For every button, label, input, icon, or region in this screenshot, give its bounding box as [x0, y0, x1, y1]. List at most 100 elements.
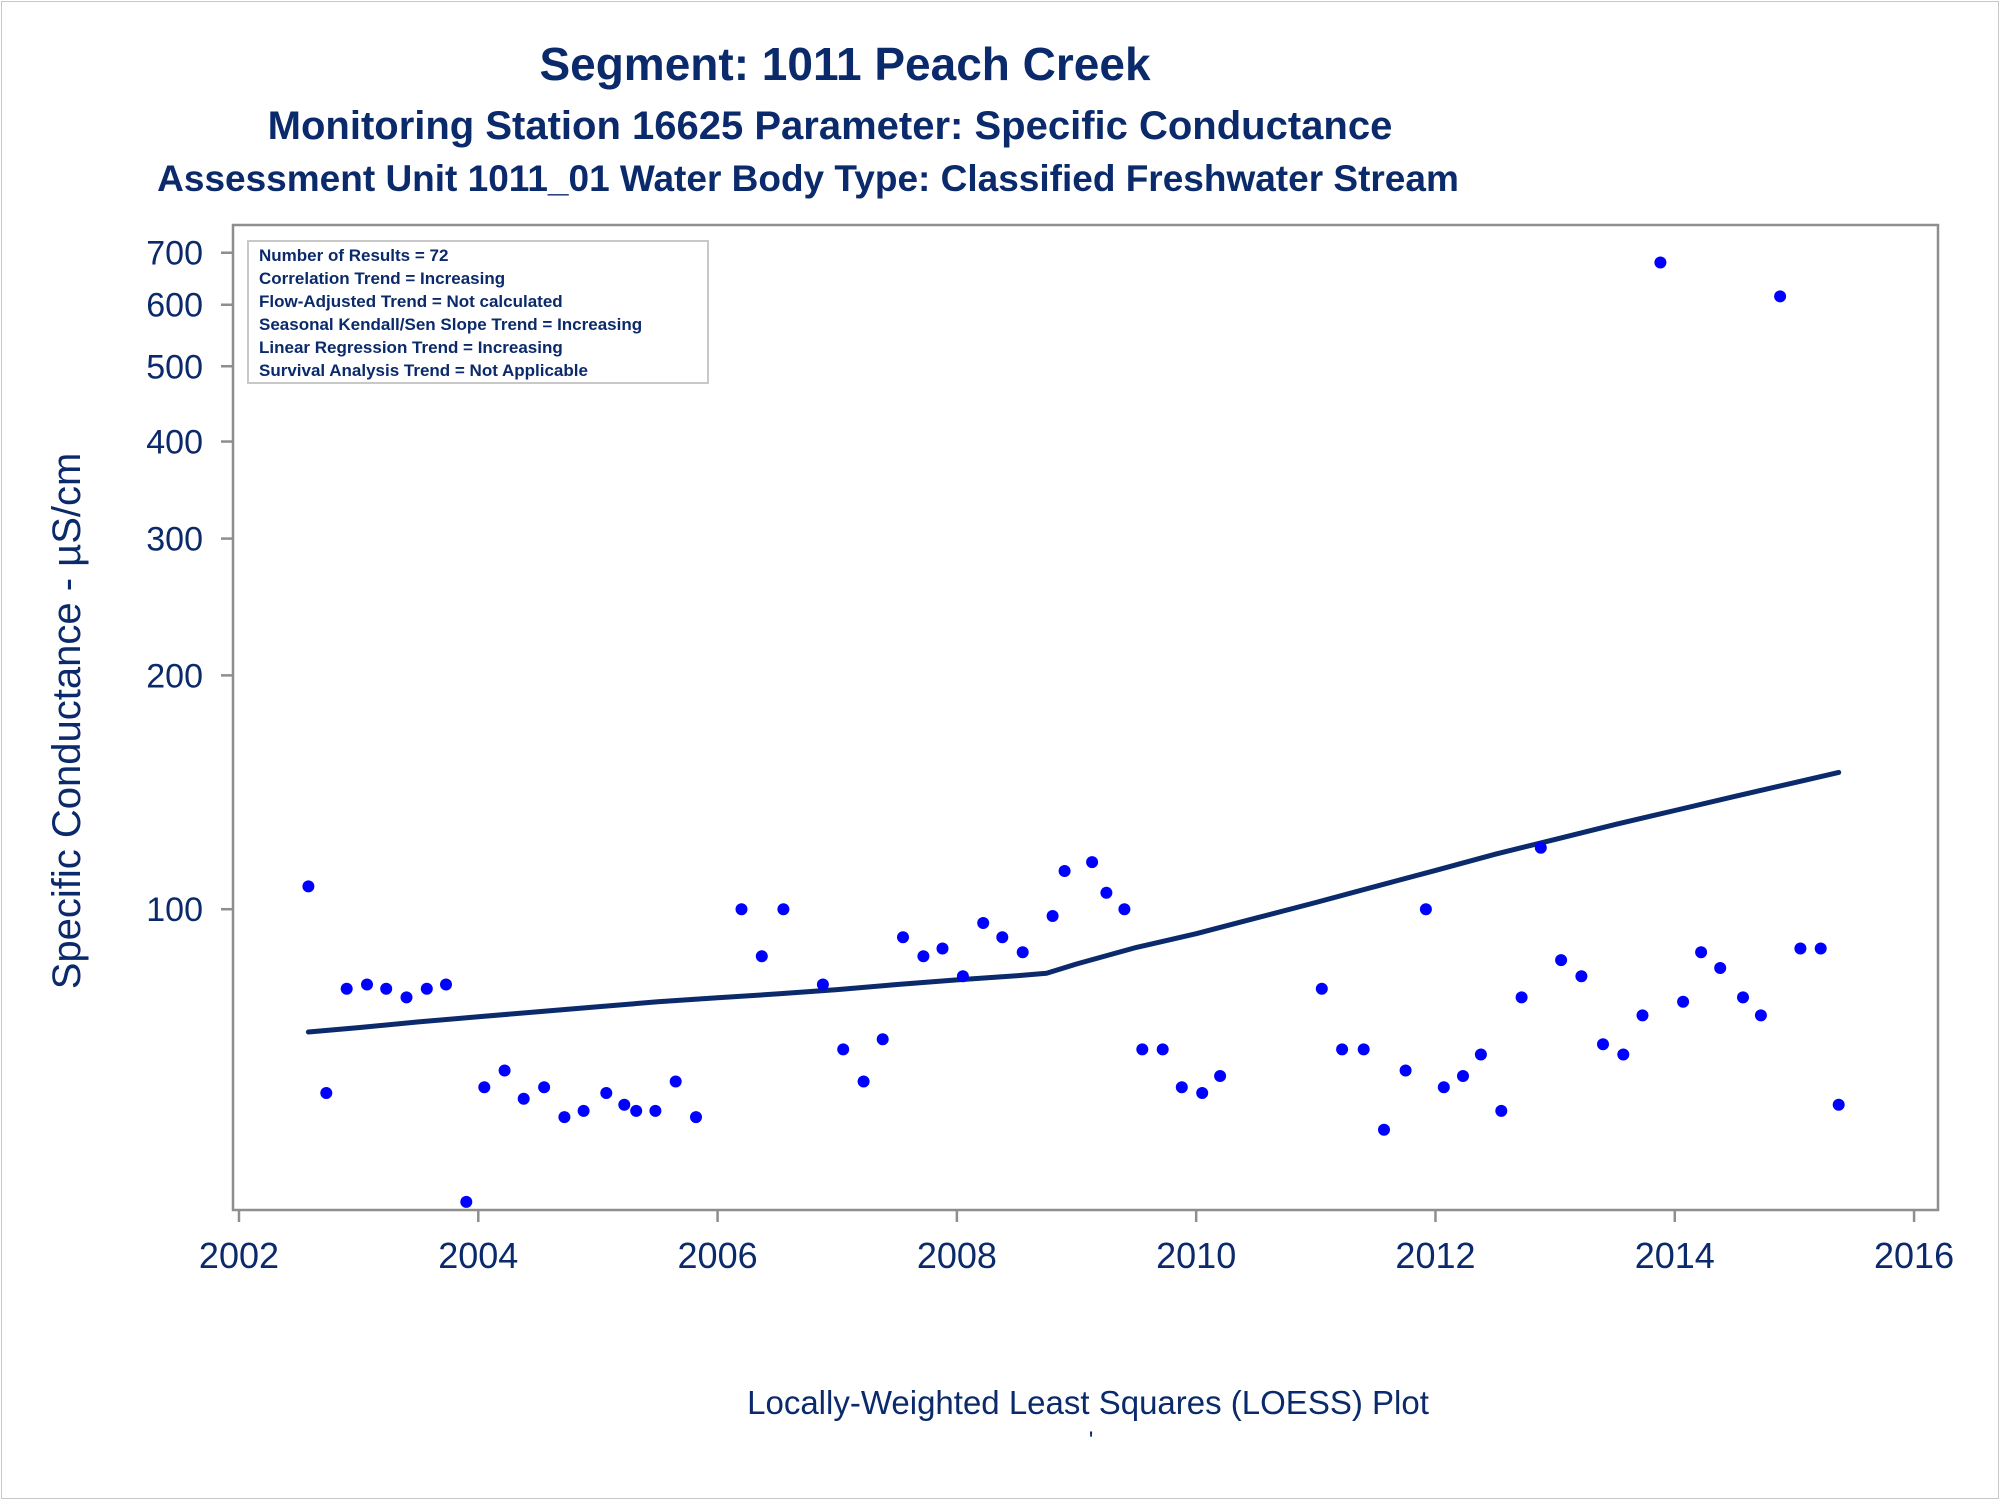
- data-point: [1754, 1009, 1767, 1022]
- loess-trend-line: [305, 769, 1842, 1035]
- legend-linear-regression-trend: Linear Regression Trend = Increasing: [259, 338, 563, 357]
- data-point: [340, 982, 353, 995]
- data-point: [1636, 1009, 1649, 1022]
- x-tick-label-2014: 2014: [1635, 1235, 1715, 1276]
- y-axis: 100 200 300 400 500 600 700: [146, 235, 233, 929]
- loess-trend-layer: [305, 769, 1842, 1035]
- x-tick-label-2002: 2002: [199, 1235, 279, 1276]
- x-tick-label-2016: 2016: [1874, 1235, 1954, 1276]
- data-point: [558, 1111, 571, 1124]
- data-point: [1495, 1104, 1508, 1117]
- x-tick-label-2004: 2004: [438, 1235, 518, 1276]
- data-point: [1046, 910, 1059, 922]
- legend-seasonal-kendall-trend: Seasonal Kendall/Sen Slope Trend = Incre…: [259, 315, 642, 334]
- data-point: [1196, 1087, 1209, 1099]
- y-tick-label-200: 200: [146, 657, 203, 695]
- data-point: [690, 1111, 702, 1124]
- data-point: [1832, 1098, 1845, 1111]
- legend-number-of-results: Number of Results = 72: [259, 246, 448, 265]
- footnote-mark: ': [1089, 1427, 1094, 1454]
- data-point: [1617, 1048, 1630, 1061]
- data-point: [917, 950, 930, 963]
- data-point: [361, 978, 373, 991]
- data-point: [1378, 1123, 1390, 1136]
- data-point: [1575, 970, 1588, 983]
- plot-area: [231, 223, 1940, 1212]
- data-point: [1555, 954, 1568, 967]
- data-point: [1597, 1038, 1609, 1051]
- x-tick-label-2008: 2008: [917, 1235, 997, 1276]
- data-point: [1175, 1081, 1188, 1094]
- data-point: [956, 970, 969, 983]
- data-point: [498, 1064, 511, 1077]
- data-point: [1737, 991, 1749, 1004]
- data-point: [1156, 1043, 1169, 1056]
- data-point: [1058, 865, 1071, 877]
- y-tick-label-700: 700: [146, 235, 203, 273]
- data-point: [1357, 1043, 1370, 1056]
- data-point: [897, 931, 909, 944]
- data-point: [460, 1195, 473, 1208]
- data-point: [1774, 290, 1787, 303]
- data-point: [478, 1081, 491, 1094]
- data-point: [1437, 1081, 1450, 1094]
- data-point: [837, 1043, 850, 1056]
- data-point: [618, 1098, 631, 1111]
- data-point: [320, 1087, 333, 1099]
- y-tick-label-100: 100: [146, 891, 203, 929]
- data-point: [1086, 856, 1099, 869]
- data-point: [400, 991, 413, 1004]
- data-point: [816, 978, 829, 991]
- data-point: [1214, 1070, 1227, 1082]
- data-point: [538, 1081, 551, 1094]
- stats-legend-box: [247, 240, 709, 384]
- data-point: [420, 982, 433, 995]
- data-point: [1136, 1043, 1149, 1056]
- data-point: [1534, 841, 1547, 854]
- data-point: [1016, 946, 1029, 959]
- chart-subtitle-assessment: Assessment Unit 1011_01 Water Body Type:…: [157, 158, 1459, 199]
- legend-survival-analysis-trend: Survival Analysis Trend = Not Applicable: [259, 361, 588, 380]
- data-point: [630, 1104, 643, 1117]
- data-point: [1315, 982, 1328, 995]
- data-point: [735, 903, 748, 916]
- data-point: [302, 880, 315, 893]
- data-point: [1100, 886, 1113, 899]
- legend-flow-adjusted-trend: Flow-Adjusted Trend = Not calculated: [259, 292, 563, 311]
- data-point: [876, 1033, 889, 1046]
- data-point: [777, 903, 790, 916]
- data-point: [1814, 942, 1827, 955]
- data-point: [1457, 1070, 1469, 1082]
- y-tick-label-400: 400: [146, 424, 203, 462]
- data-point: [1336, 1043, 1349, 1056]
- x-axis-label: Locally-Weighted Least Squares (LOESS) P…: [747, 1384, 1429, 1421]
- data-point: [1794, 942, 1807, 955]
- data-point: [669, 1075, 682, 1088]
- data-point: [755, 950, 768, 963]
- data-point: [996, 931, 1009, 944]
- x-tick-label-2012: 2012: [1395, 1235, 1475, 1276]
- data-point: [1419, 903, 1432, 916]
- x-tick-label-2006: 2006: [678, 1235, 758, 1276]
- data-point: [1118, 903, 1131, 916]
- data-point: [380, 982, 393, 995]
- data-point: [1714, 962, 1727, 974]
- data-point: [1399, 1064, 1412, 1077]
- x-axis: 2002 2004 2006 2008 2010 2012 2014 2016: [199, 1210, 1954, 1276]
- data-point: [600, 1087, 613, 1099]
- legend-correlation-trend: Correlation Trend = Increasing: [259, 269, 505, 288]
- data-point: [440, 978, 452, 991]
- stats-legend: Number of Results = 72 Correlation Trend…: [247, 240, 709, 384]
- data-point: [936, 942, 949, 955]
- data-point: [977, 917, 990, 929]
- data-point: [1654, 256, 1667, 269]
- data-point: [1474, 1048, 1487, 1061]
- y-tick-label-600: 600: [146, 287, 203, 325]
- data-point: [577, 1104, 590, 1117]
- chart-title: Segment: 1011 Peach Creek: [539, 38, 1151, 90]
- chart-subtitle-station: Monitoring Station 16625 Parameter: Spec…: [268, 104, 1393, 148]
- data-point: [857, 1075, 870, 1088]
- x-tick-label-2010: 2010: [1156, 1235, 1236, 1276]
